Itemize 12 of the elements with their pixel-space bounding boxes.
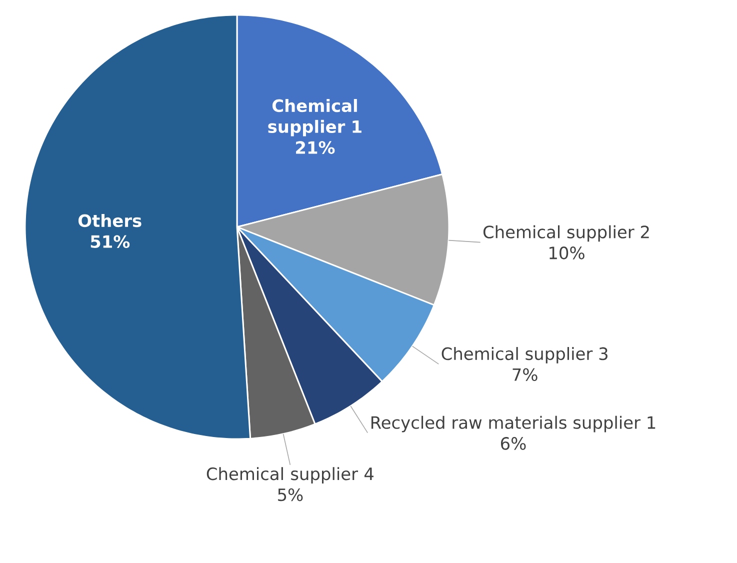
slice-label: Chemical supplier 1 <box>268 99 362 136</box>
data-label: 21% <box>296 141 335 154</box>
slice-label: Recycled raw materials supplier 1 <box>371 416 656 432</box>
data-label: 7% <box>512 368 538 382</box>
slice-label: Chemical supplier 3 <box>442 347 608 364</box>
slice-label: Chemical supplier 2 <box>483 225 649 242</box>
data-label: 5% <box>278 488 303 502</box>
data-label: 10% <box>550 246 584 260</box>
slice-label: Others <box>78 214 142 228</box>
slice-label: Chemical supplier 4 <box>206 467 374 484</box>
data-label: 6% <box>500 437 526 450</box>
data-label: 51% <box>90 235 130 248</box>
